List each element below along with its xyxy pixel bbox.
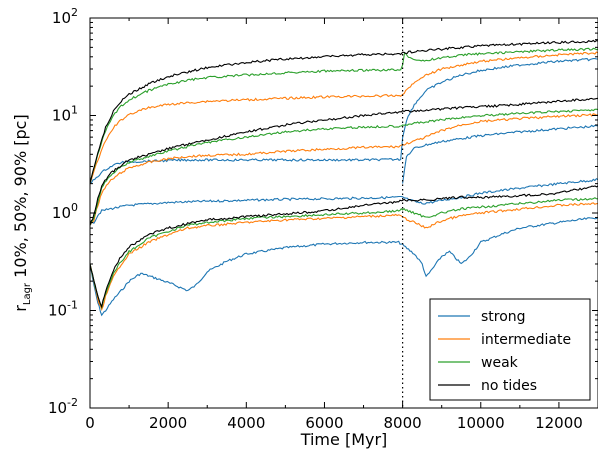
- legend: strong intermediate weak no tides: [429, 298, 591, 401]
- x-tick-label: 6000: [305, 414, 343, 432]
- series-line-no-tides-2: [89, 39, 598, 184]
- series-line-intermediate-0: [89, 202, 598, 311]
- y-axis-label-sub: Lagr: [22, 282, 33, 305]
- legend-label-intermediate: intermediate: [481, 332, 571, 348]
- y-tick-label: 100: [52, 201, 78, 222]
- series-line-weak-0: [89, 197, 598, 310]
- x-tick-label: 10000: [457, 414, 505, 432]
- y-axis-label-rest: 10%, 50%, 90% [pc]: [11, 114, 30, 283]
- series-line-no-tides-1: [89, 97, 598, 226]
- series-line-no-tides-0: [89, 185, 598, 309]
- y-tick-label: 101: [52, 104, 78, 125]
- x-tick-label: 2000: [149, 414, 187, 432]
- series-line-strong-0: [89, 217, 598, 317]
- legend-label-weak: weak: [481, 355, 519, 371]
- x-tick-label: 12000: [535, 414, 583, 432]
- y-tick-label: 10-1: [48, 299, 78, 320]
- legend-label-no-tides: no tides: [481, 378, 537, 394]
- series-line-strong-3: [89, 58, 598, 185]
- x-tick-label: 4000: [227, 414, 265, 432]
- series-line-weak-1: [89, 108, 598, 226]
- x-axis: 0 2000 4000 6000 8000 10000 12000: [85, 18, 583, 432]
- x-tick-label: 0: [85, 414, 95, 432]
- legend-label-strong: strong: [481, 309, 526, 325]
- series-line-intermediate-2: [89, 51, 598, 184]
- series-line-strong-1: [89, 177, 598, 226]
- x-axis-label: Time [Myr]: [300, 430, 388, 449]
- y-tick-label: 102: [52, 6, 78, 27]
- y-tick-label: 10-2: [48, 396, 78, 417]
- series-line-intermediate-1: [89, 113, 598, 226]
- y-axis-label: rLagr 10%, 50%, 90% [pc]: [11, 114, 33, 311]
- x-tick-label: 8000: [384, 414, 422, 432]
- plot-lines: [89, 39, 598, 317]
- series-line-weak-2: [89, 47, 598, 184]
- series-line-strong-2: [402, 124, 598, 184]
- y-axis-label-main: r: [11, 305, 30, 312]
